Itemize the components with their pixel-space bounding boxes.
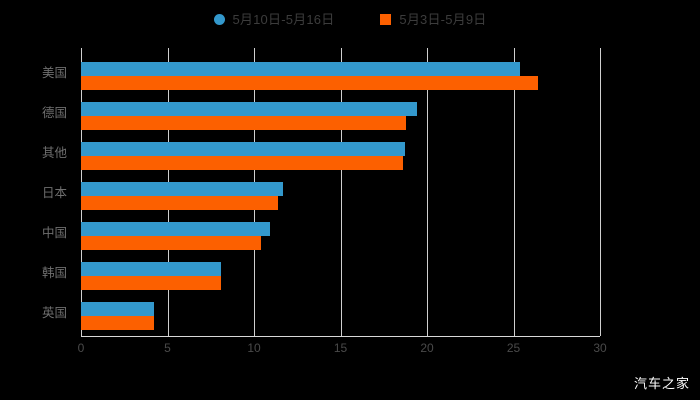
- bar-中国-series-1[interactable]: [81, 236, 261, 250]
- legend-item-0[interactable]: 5月10日-5月16日: [213, 11, 335, 27]
- bar-日本-series-0[interactable]: [81, 182, 284, 196]
- bar-美国-series-0[interactable]: [81, 62, 521, 76]
- bar-group: [81, 251, 600, 291]
- bar-group: [81, 131, 600, 171]
- x-tick-label: 10: [247, 341, 261, 355]
- bar-日本-series-1[interactable]: [81, 196, 279, 210]
- x-tick-label: 20: [420, 341, 434, 355]
- chart-legend: 5月10日-5月16日 5月3日-5月9日: [0, 8, 700, 30]
- bar-英国-series-0[interactable]: [81, 302, 154, 316]
- category-label-text: 英国: [41, 305, 67, 320]
- square-marker: [380, 13, 392, 25]
- gridline-15: [340, 48, 342, 336]
- bar-其他-series-1[interactable]: [81, 156, 403, 170]
- category-label-中国: 中国: [0, 211, 74, 251]
- bar-美国-series-1[interactable]: [81, 76, 538, 90]
- category-label-text: 日本: [41, 185, 67, 200]
- bar-group: [81, 291, 600, 331]
- bar-英国-series-1[interactable]: [81, 316, 154, 330]
- x-tick-label: 0: [77, 341, 85, 355]
- legend-item-label: 5月10日-5月16日: [232, 11, 335, 27]
- bar-德国-series-1[interactable]: [81, 116, 407, 130]
- bar-其他-series-0[interactable]: [81, 142, 405, 156]
- x-tick-label: 15: [333, 341, 348, 355]
- bar-德国-series-0[interactable]: [81, 102, 417, 116]
- category-label-日本: 日本: [0, 171, 74, 211]
- category-label-德国: 德国: [0, 91, 74, 131]
- category-label-英国: 英国: [0, 291, 74, 331]
- plot-area: [81, 48, 601, 336]
- x-tick-label: 5: [164, 341, 171, 355]
- legend-item-1[interactable]: 5月3日-5月9日: [380, 13, 486, 26]
- circle-marker: [213, 13, 225, 25]
- bar-group: [81, 91, 600, 131]
- category-label-text: 中国: [41, 225, 67, 240]
- category-label-美国: 美国: [0, 51, 74, 91]
- category-label-text: 德国: [41, 105, 67, 120]
- legend-item-label: 5月3日-5月9日: [399, 11, 487, 27]
- bar-group: [81, 171, 600, 211]
- bar-韩国-series-1[interactable]: [81, 276, 222, 290]
- x-axis-line: [81, 336, 600, 337]
- gridline-30: [600, 48, 601, 336]
- gridline-20: [427, 48, 428, 336]
- x-tick-label: 25: [506, 341, 521, 355]
- category-label-text: 韩国: [41, 265, 67, 280]
- bar-中国-series-0[interactable]: [81, 222, 270, 236]
- watermark-label: 汽车之家: [633, 376, 690, 391]
- category-label-其他: 其他: [0, 131, 74, 171]
- category-label-text: 其他: [41, 145, 67, 160]
- bar-group: [81, 51, 600, 91]
- bar-韩国-series-0[interactable]: [81, 262, 222, 276]
- category-label-text: 美国: [41, 65, 67, 80]
- category-label-韩国: 韩国: [0, 251, 74, 291]
- gridline-25: [513, 48, 515, 336]
- x-tick-label: 30: [593, 341, 607, 355]
- bar-group: [81, 211, 600, 251]
